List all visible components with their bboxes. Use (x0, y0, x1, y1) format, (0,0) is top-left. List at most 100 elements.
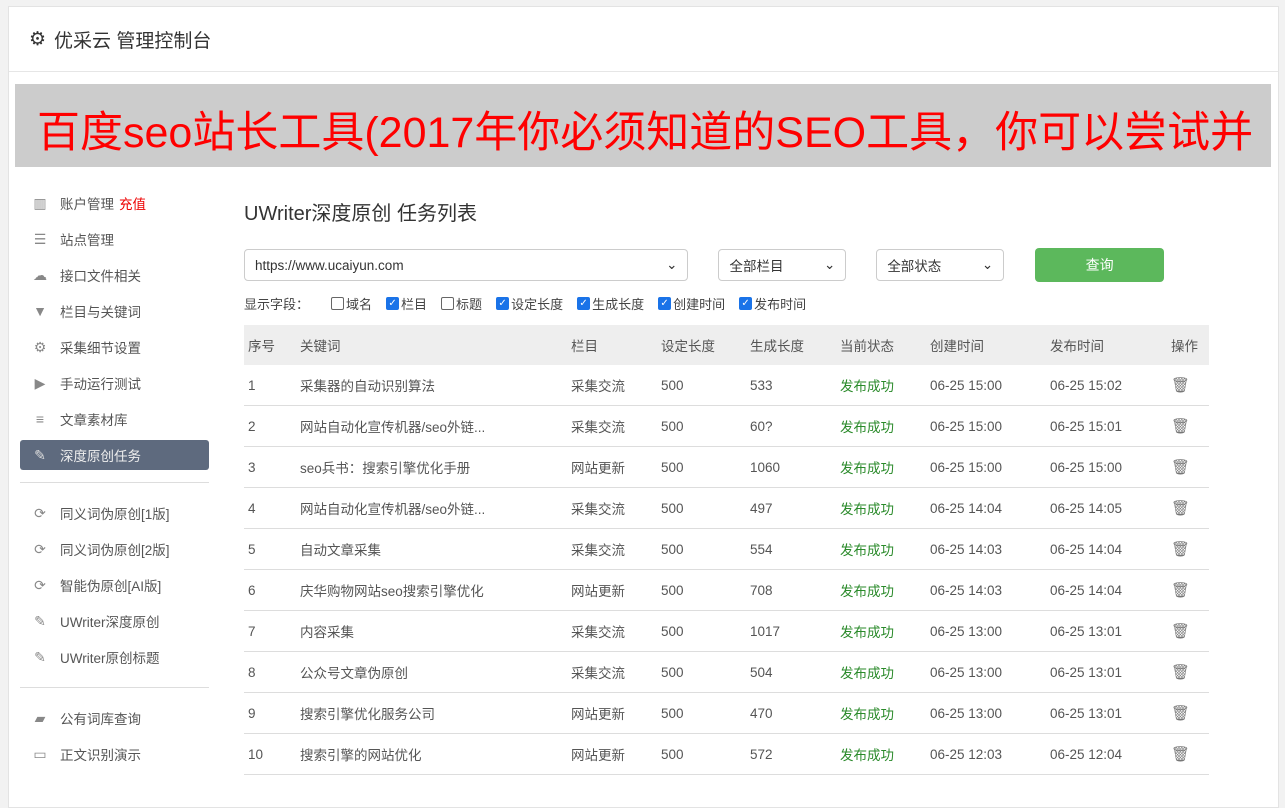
overlay-text: 百度seo站长工具(2017年你必须知道的SEO工具，你可以尝试并 (37, 109, 1254, 157)
table-row: 4 网站自动化宣传机器/seo外链... 采集交流 500 497 发布成功 06-25 1… (244, 487, 1209, 529)
sidebar-item[interactable]: ▥ 账户管理 充值 (20, 185, 209, 221)
field-checkbox[interactable]: ✓ 创建时间 (658, 294, 725, 313)
table-cell: 60? (746, 405, 836, 447)
table-cell: 06-25 13:00 (926, 692, 1046, 734)
sidebar-item-label: UWriter深度原创 (60, 615, 160, 630)
sidebar-item-label: 正文识别演示 (60, 748, 141, 763)
sidebar-item[interactable]: ⟳ 同义词伪原创[1版] (20, 495, 209, 531)
chevron-down-icon: ⌄ (666, 257, 678, 272)
table-row: 2 网站自动化宣传机器/seo外链... 采集交流 500 60? 发布成功 06-25 1… (244, 405, 1209, 447)
table-cell: 572 (746, 733, 836, 775)
sidebar-item[interactable]: ▶ 手动运行测试 (20, 365, 209, 401)
sidebar-item-label: 采集细节设置 (60, 341, 141, 356)
trash-icon[interactable]: 🗑 (1171, 582, 1191, 599)
sidebar-item[interactable]: ✎ UWriter原创标题 (20, 639, 209, 675)
column-header: 当前状态 (836, 325, 926, 365)
trash-icon[interactable]: 🗑 (1171, 377, 1191, 394)
field-checkbox[interactable]: ✓ 生成长度 (577, 294, 644, 313)
table-cell: 网站更新 (567, 569, 657, 611)
checkbox-icon[interactable]: ✓ (577, 297, 591, 310)
column-header: 设定长度 (657, 325, 746, 365)
table-cell: 1 (244, 365, 296, 406)
table-cell: 公众号文章伪原创 (296, 651, 567, 693)
trash-icon[interactable]: 🗑 (1171, 418, 1191, 435)
table-cell: 发布成功 (836, 487, 926, 529)
sidebar-item[interactable]: ⟳ 同义词伪原创[2版] (20, 531, 209, 567)
site-select-value: https://www.ucaiyun.com (255, 257, 404, 273)
gears-icon: ⚙ (33, 338, 47, 355)
checkbox-icon[interactable]: ✓ (658, 297, 672, 310)
table-cell: 470 (746, 692, 836, 734)
table-cell: 发布成功 (836, 651, 926, 693)
checkbox-icon[interactable] (331, 297, 345, 310)
sidebar-item[interactable]: ▼ 栏目与关键词 (20, 293, 209, 329)
table-cell: 06-25 15:00 (926, 365, 1046, 406)
table-cell: 发布成功 (836, 528, 926, 570)
status-select[interactable]: 全部状态 ⌄ (876, 249, 1005, 281)
filter-icon: ▼ (33, 303, 47, 319)
table-cell: 06-25 14:05 (1046, 487, 1167, 529)
table-cell: 4 (244, 487, 296, 529)
cloud-upload-icon: ☁ (33, 266, 47, 283)
trash-icon[interactable]: 🗑 (1171, 705, 1191, 722)
trash-icon[interactable]: 🗑 (1171, 664, 1191, 681)
column-select[interactable]: 全部栏目 ⌄ (718, 249, 847, 281)
actions-cell: 🗑 (1167, 733, 1209, 775)
field-checkbox[interactable]: ✓ 设定长度 (496, 294, 563, 313)
sidebar-item[interactable]: ☰ 站点管理 (20, 221, 209, 257)
recharge-link[interactable]: 充值 (119, 197, 146, 212)
trash-icon[interactable]: 🗑 (1171, 459, 1191, 476)
sidebar-item-label: 手动运行测试 (60, 377, 141, 392)
trash-icon[interactable]: 🗑 (1171, 746, 1191, 763)
table-cell: 06-25 14:04 (926, 487, 1046, 529)
sidebar-item-label: 文章素材库 (60, 413, 128, 428)
table-cell: 554 (746, 528, 836, 570)
gear-icon: ⚙ (29, 28, 47, 50)
column-header: 关键词 (296, 325, 567, 365)
sidebar-item[interactable]: ▰ 公有词库查询 (20, 700, 209, 736)
sidebar-item[interactable]: ✎ UWriter深度原创 (20, 603, 209, 639)
checkbox-icon[interactable]: ✓ (496, 297, 510, 310)
field-label: 栏目 (401, 297, 428, 312)
sidebar-item-label: 智能伪原创[AI版] (60, 579, 162, 594)
sidebar-item[interactable]: ☁ 接口文件相关 (20, 257, 209, 293)
table-cell: 网站更新 (567, 692, 657, 734)
table-cell: 06-25 12:03 (926, 733, 1046, 775)
header: ⚙ 优采云 管理控制台 (9, 7, 1278, 72)
field-checkbox[interactable]: 标题 (441, 294, 482, 313)
actions-cell: 🗑 (1167, 446, 1209, 488)
table-cell: 采集交流 (567, 528, 657, 570)
field-checkbox[interactable]: ✓ 栏目 (386, 294, 427, 313)
table-cell: 搜索引擎优化服务公司 (296, 692, 567, 734)
trash-icon[interactable]: 🗑 (1171, 500, 1191, 517)
table-cell: 500 (657, 446, 746, 488)
table-cell: 发布成功 (836, 733, 926, 775)
trash-icon[interactable]: 🗑 (1171, 541, 1191, 558)
trash-icon[interactable]: 🗑 (1171, 623, 1191, 640)
sidebar-item-label: 账户管理 (60, 197, 114, 212)
table-cell: 06-25 15:00 (926, 405, 1046, 447)
sidebar-item[interactable]: ≡ 文章素材库 (20, 401, 209, 437)
sidebar-item-label: 深度原创任务 (60, 449, 141, 464)
site-select[interactable]: https://www.ucaiyun.com ⌄ (244, 249, 689, 281)
table-cell: 06-25 15:02 (1046, 365, 1167, 406)
checkbox-icon[interactable]: ✓ (739, 297, 753, 310)
checkbox-icon[interactable]: ✓ (386, 297, 400, 310)
sidebar-item-label: 栏目与关键词 (60, 305, 141, 320)
field-checkbox[interactable]: 域名 (331, 294, 372, 313)
sidebar-item[interactable]: ⚙ 采集细节设置 (20, 329, 209, 365)
table-cell: 500 (657, 733, 746, 775)
table-cell: 庆华购物网站seo搜索引擎优化 (296, 569, 567, 611)
sidebar-item[interactable]: ▭ 正文识别演示 (20, 736, 209, 772)
table-cell: 网站更新 (567, 446, 657, 488)
sidebar-item[interactable]: ⟳ 智能伪原创[AI版] (20, 567, 209, 603)
status-select-value: 全部状态 (887, 259, 942, 274)
query-button[interactable]: 查询 (1035, 248, 1164, 282)
field-checkbox[interactable]: ✓ 发布时间 (739, 294, 806, 313)
table-cell: 内容采集 (296, 610, 567, 652)
sidebar-item[interactable]: ✎ 深度原创任务 (20, 440, 209, 470)
field-label: 生成长度 (592, 297, 645, 312)
checkbox-icon[interactable] (441, 297, 455, 310)
table-cell: 采集交流 (567, 365, 657, 406)
table-row: 10 搜索引擎的网站优化 网站更新 500 572 发布成功 06-25 12:03 06-2… (244, 733, 1209, 775)
